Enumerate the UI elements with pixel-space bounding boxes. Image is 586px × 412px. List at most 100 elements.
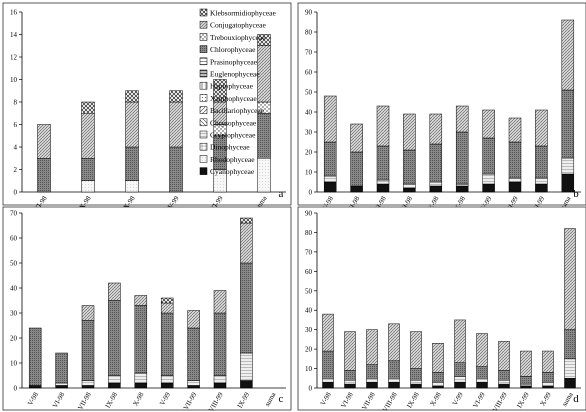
bar-segment-conj [498,341,510,371]
bar-segment-cyano [108,382,121,389]
bar-segment-conj [322,313,334,352]
legend-entry: Euglenophyceae [199,70,260,79]
bar-segment-crypto [213,375,227,384]
bar-segment-conj [542,350,554,373]
bar-segment-conj [160,302,174,314]
y-tick-label: 10 [10,76,18,84]
bar-segment-conj [81,305,95,321]
bar-segment-chloro [410,368,422,381]
bar-segment-cyano [55,385,68,389]
bar-segment-crypto [108,375,121,384]
bar-segment-conj [108,282,121,301]
bar-segment-chloro [187,327,200,381]
bar-segment-crypto [55,382,68,386]
bar-segment-conj [81,113,95,159]
legend: Klebsormidiophyceae Conjugatophyceae Trebo… [199,8,276,176]
bar-segment-chloro [366,364,378,379]
y-tick-label: 70 [305,49,313,57]
bar-segment-chloro [240,262,253,354]
bar-segment-cyano [213,382,227,389]
bar-segment-conj [482,109,495,139]
legend-label: Cryptophyceae [210,131,256,140]
bar-segment-chloro [432,372,444,383]
bar-segment-conj [213,290,227,314]
bar-segment-crypto [134,372,148,384]
y-tick-label: 6 [14,121,18,129]
bar-segment-cyano [535,183,548,193]
bar-segment-conj [403,113,416,151]
bar-segment-conj [535,109,548,147]
bar-segment-cyano [187,385,200,389]
legend-swatch [199,81,208,90]
bar-segment-conj [564,228,576,330]
panel-label: b [573,188,579,200]
bar-segment-chloro [350,151,363,187]
bar-segment-crypto [366,378,378,383]
y-tick-label: 90 [305,9,313,17]
bar-segment-chloro [498,370,510,381]
y-tick-label: 0 [309,189,313,197]
panel-label: d [573,393,579,405]
bar-segment-cyano [403,187,416,193]
bar-segment-cyano [542,385,554,389]
y-tick-label: 0 [14,189,18,197]
bar-segment-chloro [125,146,139,181]
bar-segment-crypto [561,157,575,175]
legend-swatch [199,8,208,17]
bar-segment-klebs [160,297,174,304]
bar-segment-chloro [322,350,334,379]
y-tick-label: 70 [305,248,313,256]
bar-segment-cyano [429,185,443,193]
bar-segment-crypto [542,381,554,387]
legend-entry: Cryptophyceae [199,131,256,140]
y-tick-label: 0 [14,385,18,393]
legend-entry: Bacillariophyceae [199,106,265,115]
bar-segment-chloro [508,141,522,179]
y-tick-label: 50 [305,287,313,295]
y-tick-label: 8 [14,99,18,107]
y-tick-label: 60 [305,69,313,77]
y-tick-label: 10 [305,169,313,177]
y-tick-label: 50 [10,260,18,268]
bar-segment-conj [432,343,444,373]
legend-label: Chlorophyceae [210,45,256,54]
bar-segment-crypto [240,352,253,381]
bar-segment-chloro [403,149,416,185]
legend-entry: Haptophyceae [199,81,254,91]
y-tick-label: 30 [10,310,18,318]
bar-segment-crypto [187,380,200,386]
bar-segment-chloro [28,327,42,386]
bar-segment-chloro [160,312,174,376]
bar-segment-chloro [564,329,576,360]
bar-segment-cyano [376,183,390,193]
y-tick-label: 10 [10,360,18,368]
bar-segment-conj [454,319,466,363]
legend-label: Prasinophyceae [210,57,258,66]
bar-segment-chloro [344,370,356,381]
legend-entry: Chrysophyceae [199,118,257,127]
legend-swatch [199,106,208,114]
bar-segment-cyano [561,173,575,193]
bar-segment-crypto [323,175,337,183]
bar-segment-conj [240,222,253,264]
bar-segment-chloro [213,135,227,170]
bar-segment-klebs [169,90,183,103]
bar-segment-crypto [322,378,334,383]
bar-segment-crypto [376,179,390,185]
legend-label: Haptophyceae [210,82,254,91]
legend-swatch [199,142,208,151]
legend-label: Dinophyceae [210,143,250,152]
legend-swatch [199,45,208,53]
bar-segment-chloro [213,312,227,376]
y-tick-label: 0 [309,385,313,393]
bar-segment-cyano [454,381,466,389]
legend-label: Conjugatophyceae [210,21,266,30]
bar-segment-crypto [81,380,95,386]
legend-entry: Rhodophyceae [199,155,255,164]
y-tick-label: 2 [14,166,18,174]
bar-segment-crypto [160,375,174,384]
legend-entry: Prasinophyceae [199,57,258,66]
legend-swatch [199,155,208,163]
